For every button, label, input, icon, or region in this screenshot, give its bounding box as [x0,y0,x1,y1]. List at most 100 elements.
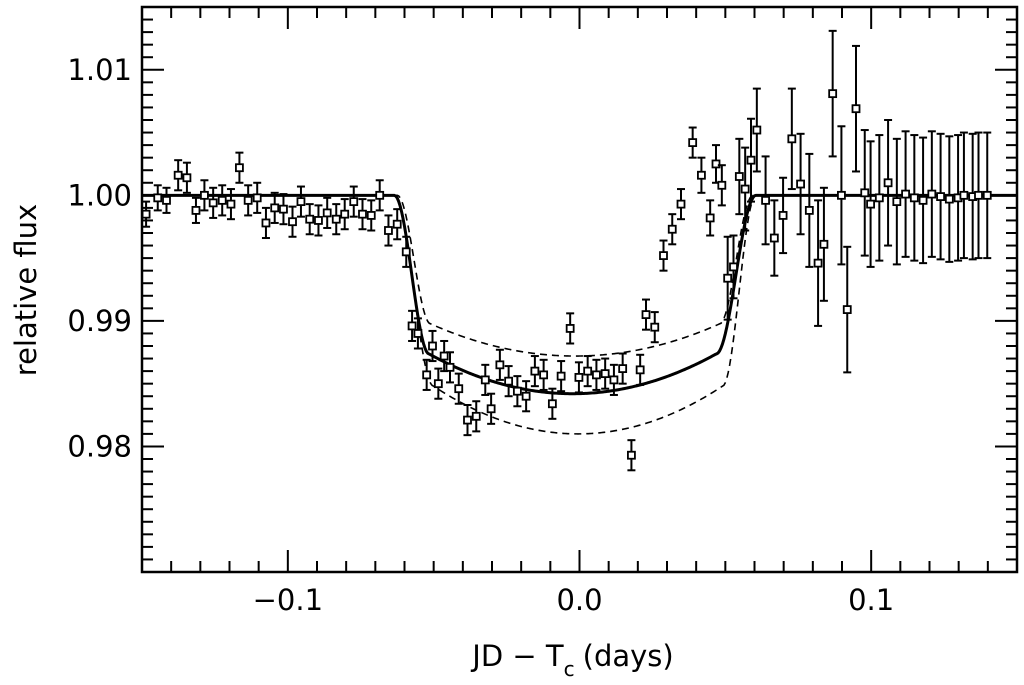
square-marker [819,239,829,249]
data-point [288,205,297,238]
square-marker [641,310,651,320]
x-tick-label: 0.1 [848,583,894,617]
y-tick-label: 1.00 [67,178,132,212]
square-marker [892,197,902,207]
square-marker [874,193,884,203]
square-marker [439,351,449,361]
square-marker [486,404,496,414]
data-point [200,179,209,212]
y-tick-label: 0.98 [67,429,132,463]
square-marker [592,370,601,380]
square-marker [407,321,417,331]
data-point [944,135,954,263]
square-marker [828,89,838,99]
square-marker [667,224,677,234]
data-point [851,44,861,173]
square-marker [787,134,797,144]
square-marker [384,226,393,235]
square-marker [974,190,983,200]
data-point [252,181,262,214]
data-point [162,186,171,214]
square-marker [530,366,540,376]
square-marker [944,194,954,204]
square-marker [349,197,359,207]
data-point [512,375,522,408]
square-marker [927,189,937,199]
square-marker [141,209,151,219]
data-point [974,131,983,260]
square-marker [162,195,171,205]
data-point [504,365,514,398]
data-point [752,87,762,173]
square-marker [521,391,531,401]
data-point [445,351,455,384]
data-point [609,363,619,396]
square-marker [866,199,875,209]
square-marker [752,125,762,135]
data-point [226,188,236,221]
square-marker [366,211,376,220]
data-point [837,125,846,266]
data-point [182,161,192,194]
plot-frame [140,5,1019,574]
data-point [892,137,902,266]
data-point [761,155,770,246]
data-point [769,199,779,277]
data-point [530,355,540,388]
square-marker [375,190,385,200]
square-marker [539,370,549,380]
data-point [723,235,733,321]
square-marker [676,199,686,209]
square-marker [200,190,209,200]
square-marker [600,369,610,379]
square-marker [769,233,779,243]
data-point [574,361,584,394]
data-point [778,176,788,255]
data-point [842,245,852,374]
data-point [659,239,668,272]
data-point [746,117,756,203]
data-point [860,129,870,257]
data-point [401,235,411,268]
square-marker [495,360,505,370]
axis-ticks [141,6,1018,573]
data-point [463,404,472,437]
square-marker [314,216,323,225]
square-marker [217,195,227,205]
square-marker [413,329,423,338]
data-point [413,317,423,350]
square-marker [688,138,698,148]
data-point [279,193,288,226]
square-marker [547,399,557,409]
square-marker [182,173,192,183]
data-point [322,196,332,229]
data-point [618,352,628,385]
x-axis-title-main: JD − T [470,639,564,673]
data-point [874,134,884,262]
square-marker [883,178,893,188]
square-marker [191,205,201,215]
square-marker [445,362,455,372]
data-point [676,188,686,221]
data-point [422,358,432,391]
data-point [217,184,227,217]
square-marker [235,163,244,173]
data-point [235,151,244,184]
data-point [627,439,636,472]
data-point [556,360,566,393]
data-point [804,152,814,268]
square-marker [618,364,628,374]
square-marker [813,258,823,268]
square-marker [627,450,636,460]
square-marker [761,195,770,205]
square-marker [583,366,593,376]
square-marker [471,411,481,421]
data-point [641,298,651,331]
data-point [384,214,393,247]
data-point [959,131,969,260]
data-point [407,309,417,342]
data-point [521,380,531,413]
data-point [366,199,376,232]
square-marker [717,180,727,190]
